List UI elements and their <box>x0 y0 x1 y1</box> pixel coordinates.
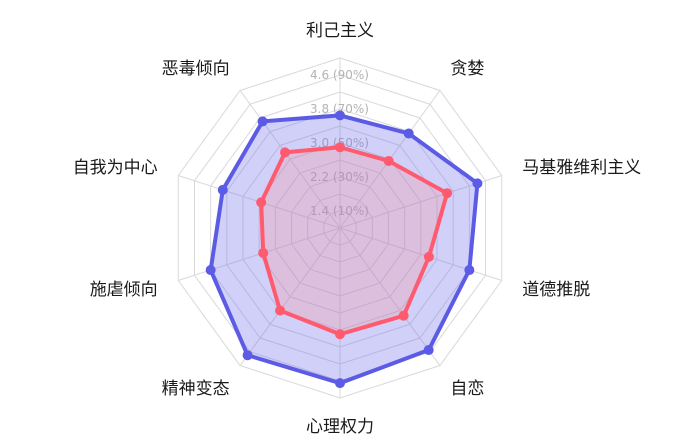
axis-label: 精神变态 <box>162 379 230 399</box>
tick-label: 2.2 (30%) <box>310 170 369 184</box>
data-point <box>335 329 345 340</box>
grid-spoke <box>339 227 502 282</box>
tick-label: 4.6 (90%) <box>310 68 369 82</box>
data-point <box>398 310 409 321</box>
data-point <box>257 116 268 127</box>
radar-series <box>205 110 483 389</box>
grid-spoke <box>239 90 341 229</box>
axis-label: 自我为中心 <box>73 158 158 178</box>
data-point <box>335 110 345 121</box>
data-point <box>403 128 414 139</box>
data-point <box>280 147 291 158</box>
grid-spoke <box>339 227 441 366</box>
axis-label: 施虐倾向 <box>90 280 158 300</box>
radial-tick-labels: 1.4 (10%)2.2 (30%)3.0 (50%)3.8 (70%)4.6 … <box>310 68 369 218</box>
data-point <box>472 178 483 189</box>
axis-label: 自恋 <box>450 378 484 399</box>
data-point <box>423 251 434 262</box>
data-point <box>423 345 434 356</box>
data-point <box>205 265 216 276</box>
axis-label: 恶毒倾向 <box>162 59 230 79</box>
data-point <box>335 378 345 389</box>
radar-series-2 <box>256 142 453 340</box>
data-point <box>242 350 253 361</box>
radar-series-1 <box>205 110 483 389</box>
data-point <box>464 265 475 276</box>
data-point <box>256 197 267 208</box>
axis-label: 心理权力 <box>306 417 374 437</box>
data-point <box>335 142 345 153</box>
data-point <box>383 155 394 166</box>
axis-label: 利己主义 <box>306 21 374 41</box>
data-point <box>217 184 228 195</box>
tick-label: 3.8 (70%) <box>310 102 369 116</box>
axis-label: 贪婪 <box>450 59 484 79</box>
grid-spoke <box>239 227 341 366</box>
axis-label: 道德推脱 <box>522 280 590 300</box>
data-point <box>258 247 269 258</box>
data-point <box>275 305 286 316</box>
axis-label: 马基雅维利主义 <box>522 158 641 178</box>
data-point <box>442 188 453 199</box>
tick-label: 1.4 (10%) <box>310 204 369 218</box>
